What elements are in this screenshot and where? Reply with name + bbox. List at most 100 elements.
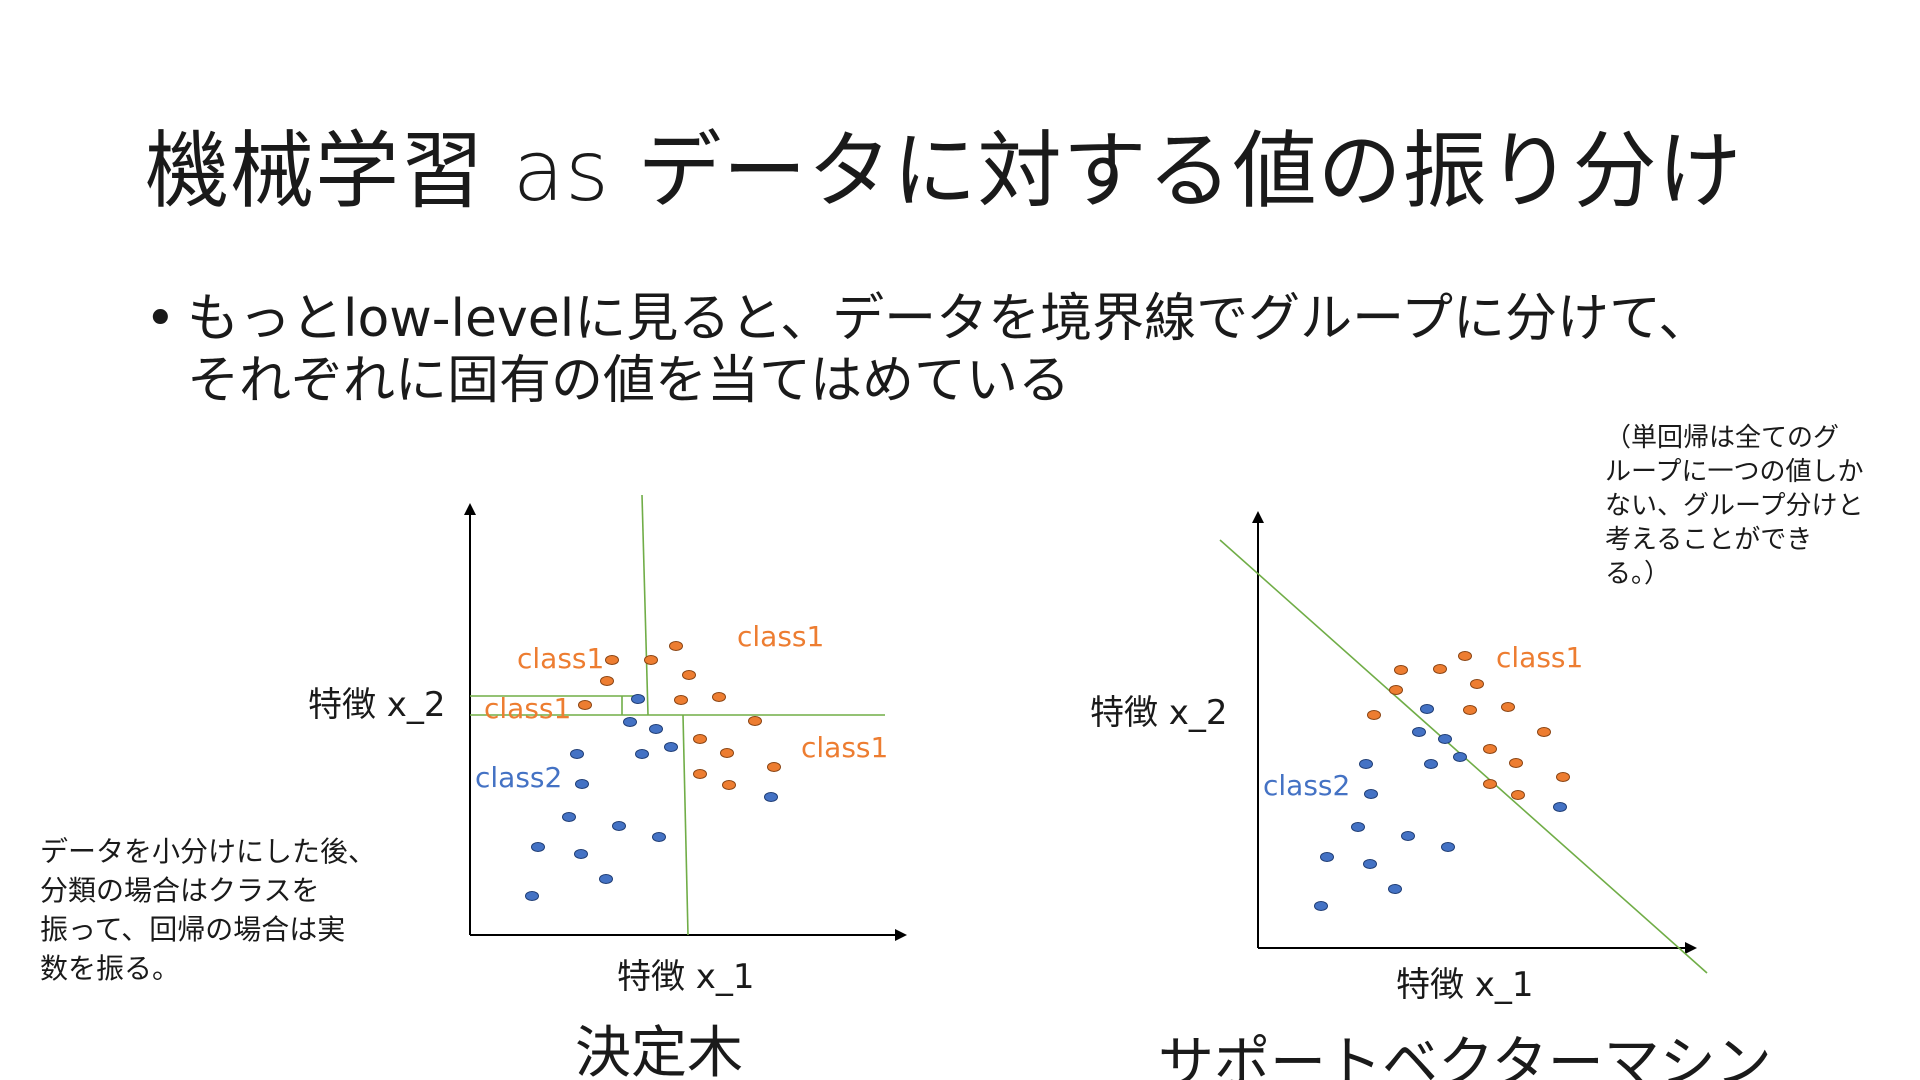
svm-x-axis-label: 特徴 x_1 — [1396, 965, 1534, 1005]
dt-class2-point — [570, 749, 584, 759]
dt-class2-point — [525, 891, 539, 901]
svm-class2-point — [1314, 901, 1328, 911]
dt-class1-point — [693, 734, 707, 744]
svm-class1-point — [1483, 744, 1497, 754]
note-linear-regression: （単回帰は全てのグ ループに一つの値しか ない、グループ分けと 考えることができ… — [1605, 421, 1863, 591]
dt-class2-point — [531, 842, 545, 852]
svm-class2-point — [1359, 759, 1373, 769]
dt-class1-point — [748, 716, 762, 726]
note-assign-values: データを小分けにした後、 分類の場合はクラスを 振って、回帰の場合は実 数を振る… — [40, 832, 376, 988]
svm-y-axis-label: 特徴 x_2 — [1090, 693, 1228, 733]
dt-y-axis-label: 特徴 x_2 — [308, 685, 446, 725]
bullet-line-2: それぞれに固有の値を当てはめている — [187, 351, 1070, 411]
dt-x-axis-label: 特徴 x_1 — [617, 957, 755, 997]
dt-class1-point — [682, 670, 696, 680]
note-left-line-4: 数を振る。 — [40, 952, 181, 985]
note-right-line-1: （単回帰は全てのグ — [1605, 423, 1840, 453]
dt-class1-point — [722, 780, 736, 790]
svm-class1-point — [1470, 679, 1484, 689]
svm-class1-point — [1458, 651, 1472, 661]
svm-label-class1: class1 — [1496, 641, 1583, 674]
svm-axis-labels: 特徴 x_2 特徴 x_1 — [1090, 693, 1534, 1005]
dt-class1-point — [644, 655, 658, 665]
svm-class2-point — [1320, 852, 1334, 862]
dt-class1-point — [600, 676, 614, 686]
bullet-line-1: もっとlow-levelに見ると、データを境界線でグループに分けて、 — [187, 289, 1711, 349]
svm-class2-point — [1438, 734, 1452, 744]
svm-class1-point — [1367, 710, 1381, 720]
note-right-line-2: ループに一つの値しか — [1605, 457, 1864, 487]
dt-class1-point — [720, 748, 734, 758]
svm-class1-point — [1501, 702, 1515, 712]
svm-class2-point — [1363, 859, 1377, 869]
svm-diagram: class1 class2 特徴 x_2 特徴 x_1 — [1090, 511, 1708, 1005]
svm-class2-point — [1441, 842, 1455, 852]
svm-class2-point — [1424, 759, 1438, 769]
dt-class2-point — [599, 874, 613, 884]
bullet-list: • もっとlow-levelに見ると、データを境界線でグループに分けて、 それぞ… — [145, 288, 1710, 412]
dt-class1-point — [578, 700, 592, 710]
svm-class1-point — [1389, 685, 1403, 695]
dt-boundaries — [470, 494, 885, 936]
note-right-line-5: る。） — [1605, 559, 1671, 589]
dt-class2-point — [764, 792, 778, 802]
dt-class1-point — [669, 641, 683, 651]
svm-class1-point — [1511, 790, 1525, 800]
svm-class1-point — [1556, 772, 1570, 782]
dt-label-class1-lower-right: class1 — [801, 731, 888, 764]
bullet-marker: • — [145, 289, 176, 349]
dt-class2-point — [574, 849, 588, 859]
dt-label-class1-small-cell: class1 — [484, 692, 571, 725]
svm-class1-point — [1537, 727, 1551, 737]
svm-class1-point — [1394, 665, 1408, 675]
svm-class2-point — [1553, 802, 1567, 812]
svm-class2-point — [1351, 822, 1365, 832]
svm-class1-point — [1463, 705, 1477, 715]
dt-labels: class1 class1 class1 class1 class2 — [475, 620, 888, 794]
note-left-line-3: 振って、回帰の場合は実 — [40, 913, 346, 946]
svm-class2-point — [1364, 789, 1378, 799]
decision-tree-diagram: class1 class1 class1 class1 class2 特徴 x_… — [308, 494, 907, 997]
dt-class2-point — [652, 832, 666, 842]
slide-title: 機械学習 as データに対する値の振り分け — [145, 122, 1743, 220]
dt-class2-point — [575, 779, 589, 789]
dt-class1-point — [674, 695, 688, 705]
bullet-item: • もっとlow-levelに見ると、データを境界線でグループに分けて、 それぞ… — [145, 288, 1710, 412]
svm-class2-point — [1412, 727, 1426, 737]
dt-label-class1-top-left: class1 — [517, 642, 604, 675]
svm-class2-point — [1453, 752, 1467, 762]
dt-class1-point — [693, 769, 707, 779]
dt-class1-point — [767, 762, 781, 772]
dt-split-vertical-main — [641, 494, 649, 716]
svm-label-class2: class2 — [1263, 769, 1350, 802]
dt-class2-points — [525, 694, 778, 901]
dt-class2-point — [664, 742, 678, 752]
dt-class2-point — [623, 717, 637, 727]
dt-class2-point — [631, 694, 645, 704]
svm-class2-point — [1401, 831, 1415, 841]
dt-axis-labels: 特徴 x_2 特徴 x_1 — [308, 685, 755, 997]
dt-label-class2: class2 — [475, 761, 562, 794]
svm-class2-point — [1388, 884, 1402, 894]
note-left-line-2: 分類の場合はクラスを — [40, 874, 320, 907]
caption-decision-tree: 決定木 — [575, 1021, 743, 1080]
dt-class2-point — [635, 749, 649, 759]
svm-class1-point — [1433, 664, 1447, 674]
dt-class2-point — [612, 821, 626, 831]
note-right-line-4: 考えることができ — [1605, 525, 1813, 555]
dt-split-vertical-lower — [682, 714, 689, 936]
caption-svm: サポートベクターマシン — [1158, 1031, 1772, 1080]
dt-class1-point — [605, 655, 619, 665]
note-right-line-3: ない、グループ分けと — [1605, 491, 1864, 521]
svm-class1-points — [1367, 651, 1570, 800]
svm-class2-points — [1314, 704, 1567, 911]
dt-class2-point — [562, 812, 576, 822]
dt-class1-point — [712, 692, 726, 702]
dt-class1-points — [578, 641, 781, 790]
svm-labels: class1 class2 — [1263, 641, 1583, 802]
dt-label-class1-top-right: class1 — [737, 620, 824, 653]
svm-class1-point — [1483, 779, 1497, 789]
svm-class1-point — [1509, 758, 1523, 768]
note-left-line-1: データを小分けにした後、 — [40, 835, 377, 868]
